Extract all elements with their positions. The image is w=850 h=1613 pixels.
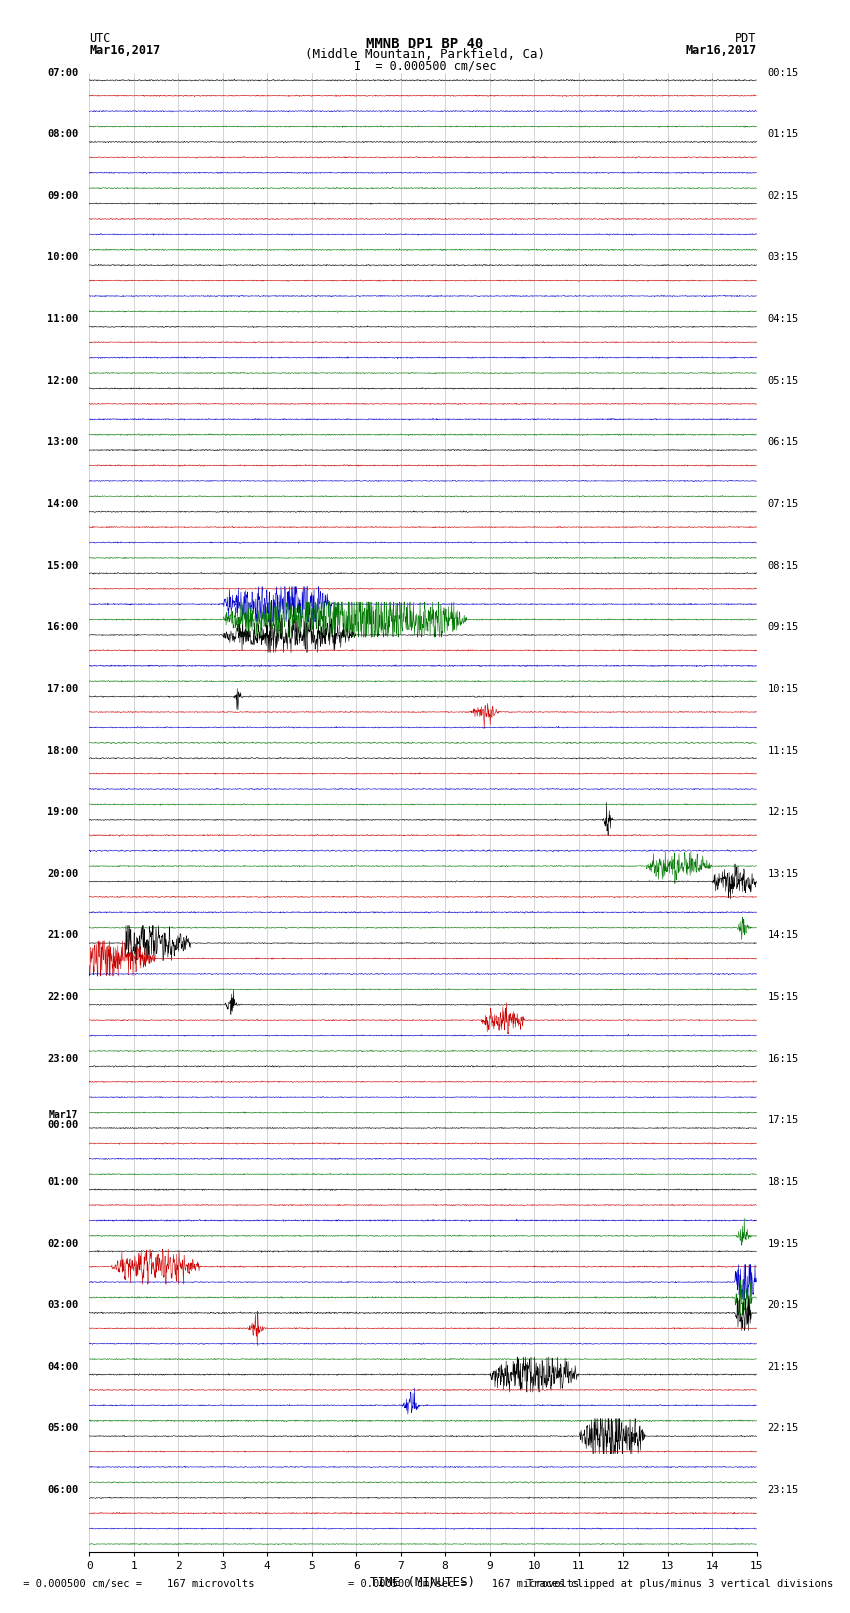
Text: 11:00: 11:00 bbox=[47, 315, 78, 324]
Text: 16:15: 16:15 bbox=[768, 1053, 799, 1063]
Text: 03:00: 03:00 bbox=[47, 1300, 78, 1310]
Text: 14:00: 14:00 bbox=[47, 498, 78, 510]
Text: 02:15: 02:15 bbox=[768, 190, 799, 202]
Text: 00:15: 00:15 bbox=[768, 68, 799, 77]
Text: 05:15: 05:15 bbox=[768, 376, 799, 386]
Text: 12:00: 12:00 bbox=[47, 376, 78, 386]
Text: 01:00: 01:00 bbox=[47, 1177, 78, 1187]
Text: 21:15: 21:15 bbox=[768, 1361, 799, 1371]
Text: 05:00: 05:00 bbox=[47, 1423, 78, 1434]
Text: MMNB DP1 BP 40: MMNB DP1 BP 40 bbox=[366, 37, 484, 50]
Text: 20:15: 20:15 bbox=[768, 1300, 799, 1310]
Text: 23:15: 23:15 bbox=[768, 1486, 799, 1495]
Text: 19:15: 19:15 bbox=[768, 1239, 799, 1248]
Text: 08:15: 08:15 bbox=[768, 561, 799, 571]
Text: 22:00: 22:00 bbox=[47, 992, 78, 1002]
Text: 07:00: 07:00 bbox=[47, 68, 78, 77]
Text: 12:15: 12:15 bbox=[768, 806, 799, 818]
Text: 23:00: 23:00 bbox=[47, 1053, 78, 1063]
Text: 02:00: 02:00 bbox=[47, 1239, 78, 1248]
Text: 01:15: 01:15 bbox=[768, 129, 799, 139]
Text: 06:00: 06:00 bbox=[47, 1486, 78, 1495]
Text: 10:15: 10:15 bbox=[768, 684, 799, 694]
Text: Mar16,2017: Mar16,2017 bbox=[685, 44, 756, 56]
Text: 20:00: 20:00 bbox=[47, 869, 78, 879]
Text: 08:00: 08:00 bbox=[47, 129, 78, 139]
Text: 18:15: 18:15 bbox=[768, 1177, 799, 1187]
Text: 15:15: 15:15 bbox=[768, 992, 799, 1002]
X-axis label: TIME (MINUTES): TIME (MINUTES) bbox=[371, 1576, 475, 1589]
Text: 22:15: 22:15 bbox=[768, 1423, 799, 1434]
Text: 15:00: 15:00 bbox=[47, 561, 78, 571]
Text: 17:00: 17:00 bbox=[47, 684, 78, 694]
Text: Mar17: Mar17 bbox=[48, 1110, 78, 1121]
Text: 21:00: 21:00 bbox=[47, 931, 78, 940]
Text: 13:00: 13:00 bbox=[47, 437, 78, 447]
Text: 19:00: 19:00 bbox=[47, 806, 78, 818]
Text: 07:15: 07:15 bbox=[768, 498, 799, 510]
Text: UTC: UTC bbox=[89, 32, 110, 45]
Text: 09:15: 09:15 bbox=[768, 623, 799, 632]
Text: 03:15: 03:15 bbox=[768, 253, 799, 263]
Text: 17:15: 17:15 bbox=[768, 1115, 799, 1126]
Text: 04:15: 04:15 bbox=[768, 315, 799, 324]
Text: 09:00: 09:00 bbox=[47, 190, 78, 202]
Text: PDT: PDT bbox=[735, 32, 756, 45]
Text: I  = 0.000500 cm/sec: I = 0.000500 cm/sec bbox=[354, 60, 496, 73]
Text: 11:15: 11:15 bbox=[768, 745, 799, 755]
Text: 14:15: 14:15 bbox=[768, 931, 799, 940]
Text: = 0.000500 cm/sec =    167 microvolts: = 0.000500 cm/sec = 167 microvolts bbox=[17, 1579, 254, 1589]
Text: 00:00: 00:00 bbox=[47, 1121, 78, 1131]
Text: (Middle Mountain, Parkfield, Ca): (Middle Mountain, Parkfield, Ca) bbox=[305, 48, 545, 61]
Text: 04:00: 04:00 bbox=[47, 1361, 78, 1371]
Text: Mar16,2017: Mar16,2017 bbox=[89, 44, 161, 56]
Text: 06:15: 06:15 bbox=[768, 437, 799, 447]
Text: Traces clipped at plus/minus 3 vertical divisions: Traces clipped at plus/minus 3 vertical … bbox=[527, 1579, 833, 1589]
Text: 16:00: 16:00 bbox=[47, 623, 78, 632]
Text: 18:00: 18:00 bbox=[47, 745, 78, 755]
Text: 10:00: 10:00 bbox=[47, 253, 78, 263]
Text: = 0.000500 cm/sec =    167 microvolts: = 0.000500 cm/sec = 167 microvolts bbox=[348, 1579, 580, 1589]
Text: 13:15: 13:15 bbox=[768, 869, 799, 879]
